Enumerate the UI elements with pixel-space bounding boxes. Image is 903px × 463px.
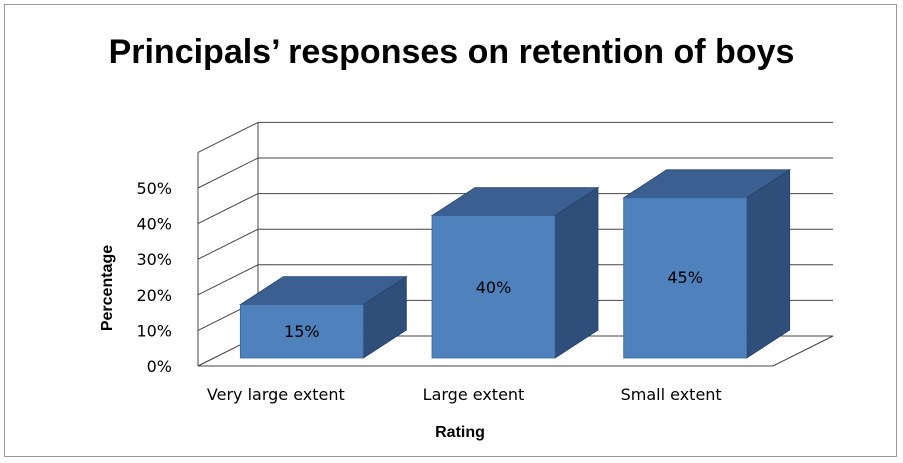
gridline-side-top	[197, 121, 259, 153]
x-tick-label: Large extent	[423, 385, 525, 404]
y-tick-label: 10%	[136, 321, 172, 340]
data-label: 15%	[284, 322, 320, 341]
y-tick-label: 30%	[136, 250, 172, 269]
bar	[623, 197, 748, 359]
x-axis-label: Rating	[435, 424, 485, 441]
bar-side	[746, 169, 791, 359]
y-tick-label: 0%	[147, 357, 172, 376]
x-tick-label: Very large extent	[207, 385, 345, 404]
bar	[431, 215, 556, 359]
gridline-side	[197, 157, 259, 189]
y-tick-label: 40%	[136, 215, 172, 234]
y-tick-label: 20%	[136, 286, 172, 305]
gridline-side	[197, 228, 259, 260]
gridline-side	[197, 264, 259, 296]
data-label: 40%	[476, 278, 512, 297]
bar-side	[554, 186, 599, 359]
y-axis-label: Percentage	[99, 245, 116, 331]
bar	[239, 304, 364, 359]
gridline-side	[197, 193, 259, 225]
chart-title: Principals’ responses on retention of bo…	[108, 33, 795, 71]
y-tick-label: 50%	[136, 179, 172, 198]
x-tick-label: Small extent	[621, 385, 722, 404]
data-label: 45%	[667, 268, 703, 287]
